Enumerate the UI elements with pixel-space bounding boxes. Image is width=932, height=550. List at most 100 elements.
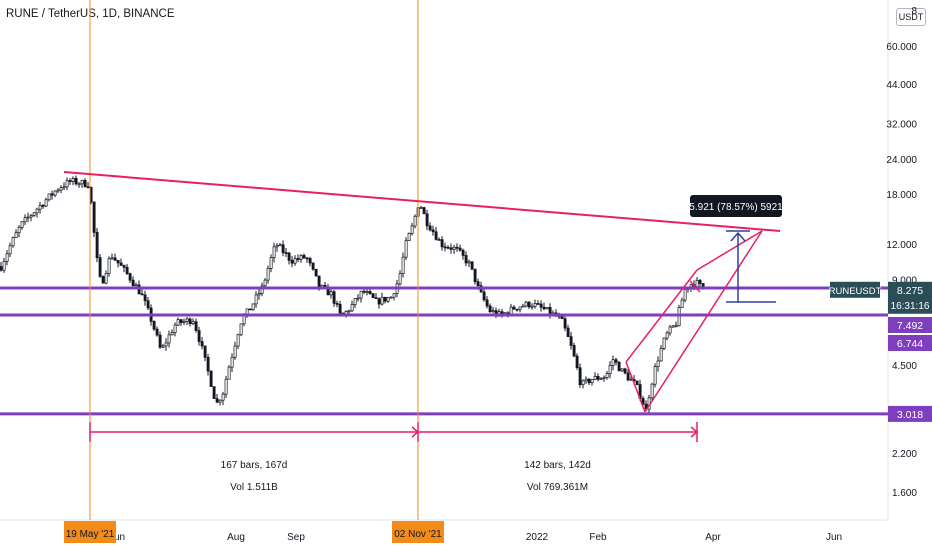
candle-down [98, 257, 102, 277]
candle-down [434, 231, 438, 240]
candle-down [461, 249, 465, 256]
candle-down [179, 319, 183, 323]
candle-up [47, 193, 51, 201]
candle-up [77, 183, 81, 186]
candle-down [371, 293, 375, 299]
candle-up [56, 189, 60, 192]
date-marker-label: 19 May '21 [66, 529, 115, 540]
candle-down [458, 247, 462, 251]
range-bars-label: 142 bars, 142d [524, 460, 591, 471]
candle-down [446, 246, 450, 249]
measure-label: 5.921 (78.57%) 5921 [689, 202, 783, 213]
candle-up [650, 383, 654, 399]
channel-base-line[interactable] [625, 361, 646, 413]
candle-up [581, 380, 585, 386]
y-tick-label: 8 [911, 6, 917, 17]
candle-up [347, 310, 351, 313]
y-tick-label: 4.500 [892, 361, 917, 372]
candle-up [278, 244, 282, 247]
channel-upper-line[interactable] [625, 269, 698, 363]
y-tick-label: 60.000 [886, 42, 917, 53]
candle-down [128, 273, 132, 281]
candle-up [221, 393, 225, 401]
candle-up [584, 378, 588, 382]
candle-up [62, 186, 66, 189]
y-tick-label: 44.000 [886, 80, 917, 91]
y-tick-label: 9.000 [892, 275, 917, 286]
candle-down [311, 262, 315, 270]
x-tick-label: Aug [227, 532, 245, 543]
candle-up [44, 199, 48, 207]
candle-down [473, 268, 477, 283]
candle-up [263, 279, 267, 287]
channel-top-line[interactable] [696, 230, 763, 271]
range-volume-label: Vol 769.361M [527, 482, 588, 493]
candle-down [575, 355, 579, 369]
candle-up [386, 297, 390, 302]
candle-up [161, 345, 165, 348]
candle-down [116, 259, 120, 264]
date-marker-badge [64, 521, 116, 543]
channel-lower-line[interactable] [644, 230, 763, 413]
symbol-badge [830, 281, 880, 298]
candle-up [353, 298, 357, 305]
candle-up [173, 324, 177, 333]
candle-down [563, 318, 567, 329]
candle-down [425, 213, 429, 227]
candle-down [95, 231, 99, 259]
candle-up [365, 291, 369, 293]
candle-down [296, 258, 300, 260]
candle-up [107, 258, 111, 274]
candle-up [593, 376, 597, 380]
candle-down [464, 255, 468, 264]
candle-up [389, 296, 393, 299]
candle-up [350, 304, 354, 312]
candle-down [338, 303, 342, 314]
candle-down [143, 294, 147, 302]
currency-button[interactable]: USDT [896, 8, 926, 26]
candle-up [191, 321, 195, 325]
candle-down [440, 239, 444, 248]
y-tick-label: 2.200 [892, 449, 917, 460]
candle-down [578, 367, 582, 386]
candle-up [227, 366, 231, 380]
candle-up [26, 216, 30, 219]
candle-down [188, 318, 192, 325]
candle-down [317, 275, 321, 288]
x-tick-label: Jun [109, 532, 125, 543]
date-marker-badge [392, 521, 444, 543]
candle-down [368, 291, 372, 295]
candle-up [233, 345, 237, 358]
candle-up [239, 323, 243, 336]
candle-up [674, 325, 678, 328]
candle-down [377, 298, 381, 305]
candle-up [14, 232, 18, 239]
candle-down [146, 300, 150, 309]
level-price-badge [888, 317, 932, 333]
resistance-trendline[interactable] [63, 171, 781, 232]
x-tick-label: 2022 [526, 532, 549, 543]
candle-up [659, 348, 663, 362]
range-volume-label: Vol 1.511B [230, 482, 278, 493]
candle-down [566, 327, 570, 337]
candle-down [596, 376, 600, 380]
candle-down [215, 398, 219, 403]
candle-down [86, 186, 90, 189]
candle-up [392, 293, 396, 298]
candle-up [110, 257, 114, 260]
candle-up [467, 261, 471, 264]
candle-down [209, 370, 213, 387]
candle-up [8, 245, 12, 255]
candle-up [23, 217, 27, 223]
candle-down [641, 398, 645, 405]
candle-up [17, 226, 21, 234]
candle-up [29, 215, 33, 218]
arrow-line[interactable] [689, 280, 701, 293]
candle-down [455, 246, 459, 249]
candle-down [548, 307, 552, 315]
candle-up [260, 285, 264, 294]
candle-up [509, 306, 513, 315]
candle-up [224, 378, 228, 395]
candle-up [407, 232, 411, 242]
